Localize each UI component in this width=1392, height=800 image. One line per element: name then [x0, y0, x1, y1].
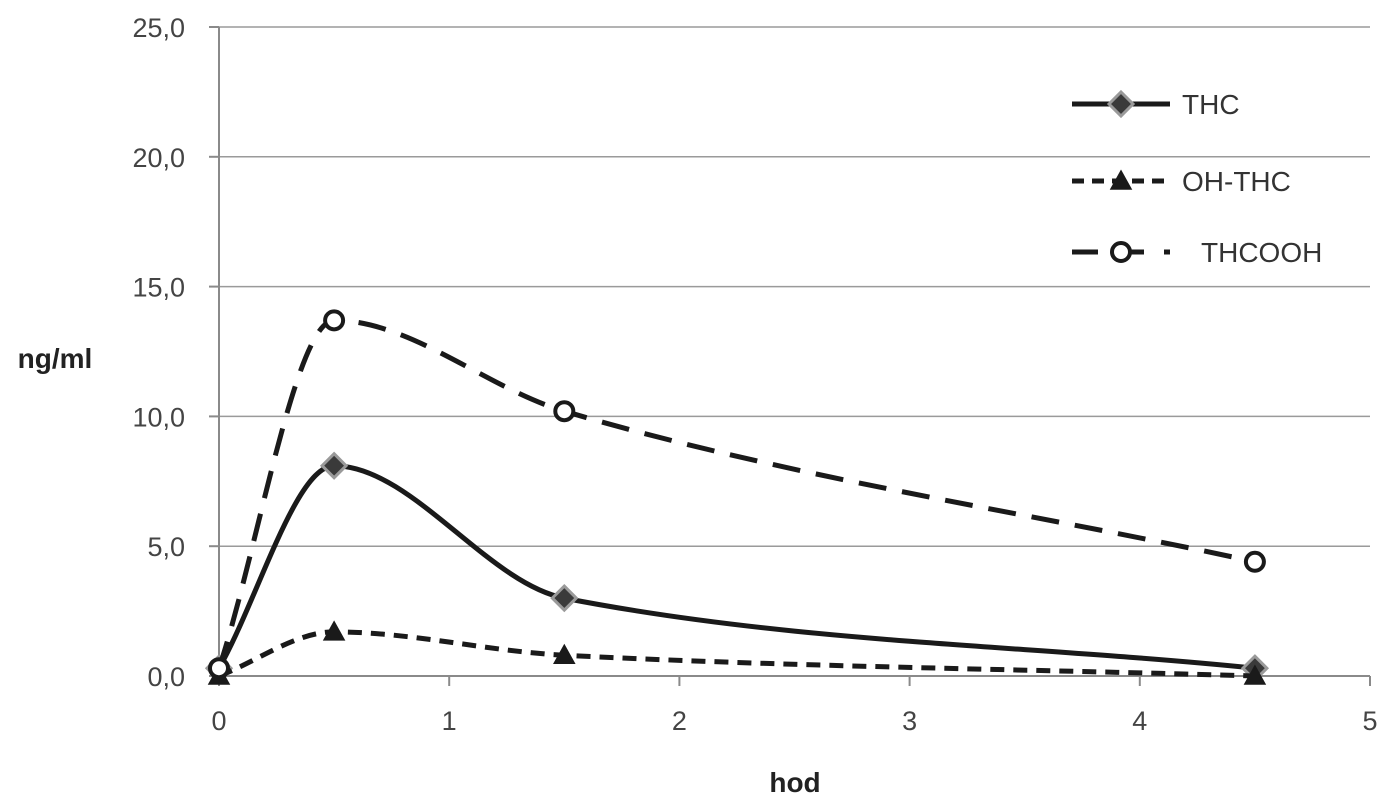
series-thcooh	[208, 309, 1266, 680]
x-tick-label-4: 4	[1132, 706, 1147, 736]
series-line-thcooh	[216, 317, 1256, 669]
y-axis-title: ng/ml	[18, 343, 93, 374]
legend-item-thcooh: THCOOH	[1072, 237, 1322, 268]
y-tick-label-5: 25,0	[132, 13, 185, 43]
data-point-thcooh-0	[208, 657, 230, 680]
series-thc	[204, 451, 1270, 683]
legend-swatch-marker	[1106, 89, 1136, 119]
data-point-oh-thc-2	[553, 643, 576, 664]
legend-swatch-marker	[1110, 241, 1132, 263]
x-tick-label-2: 2	[672, 706, 687, 736]
axes	[218, 27, 1370, 677]
data-point-thcooh-3	[1243, 550, 1266, 573]
legend-label: THCOOH	[1201, 237, 1322, 268]
legend-item-oh-thc: OH-THC	[1072, 166, 1291, 197]
data-point-thcooh-2	[553, 400, 576, 423]
y-axis-ticks: 0,0 5,0 10,0 15,0 20,0 25,0	[132, 13, 219, 692]
series-layer	[204, 309, 1270, 685]
series-line-oh-thc	[218, 629, 1255, 679]
data-point-oh-thc-1	[322, 620, 346, 641]
y-tick-label-1: 5,0	[147, 532, 185, 562]
x-tick-label-5: 5	[1362, 706, 1377, 736]
data-point-thc-2	[550, 583, 579, 613]
x-tick-label-0: 0	[211, 706, 226, 736]
series-oh-thc	[207, 620, 1267, 685]
legend-label: OH-THC	[1182, 166, 1291, 197]
y-tick-label-3: 15,0	[132, 273, 185, 303]
data-point-thcooh-1	[323, 309, 346, 332]
y-tick-label-2: 10,0	[132, 402, 185, 432]
data-point-oh-thc-3	[1243, 664, 1267, 685]
legend-swatch-marker	[1109, 169, 1133, 190]
data-point-thc-1	[319, 451, 349, 480]
y-tick-label-4: 20,0	[132, 143, 185, 173]
series-line-thc	[216, 463, 1256, 671]
y-tick-label-0: 0,0	[147, 662, 185, 692]
legend-label: THC	[1182, 89, 1240, 120]
x-axis-title: hod	[769, 767, 820, 798]
legend-item-thc: THC	[1072, 89, 1240, 120]
legend: THC OH-THC THCOOH	[1072, 89, 1322, 268]
x-axis-ticks: 0 1 2 3 4 5	[211, 676, 1378, 736]
x-tick-label-3: 3	[902, 706, 917, 736]
x-tick-label-1: 1	[442, 706, 457, 736]
